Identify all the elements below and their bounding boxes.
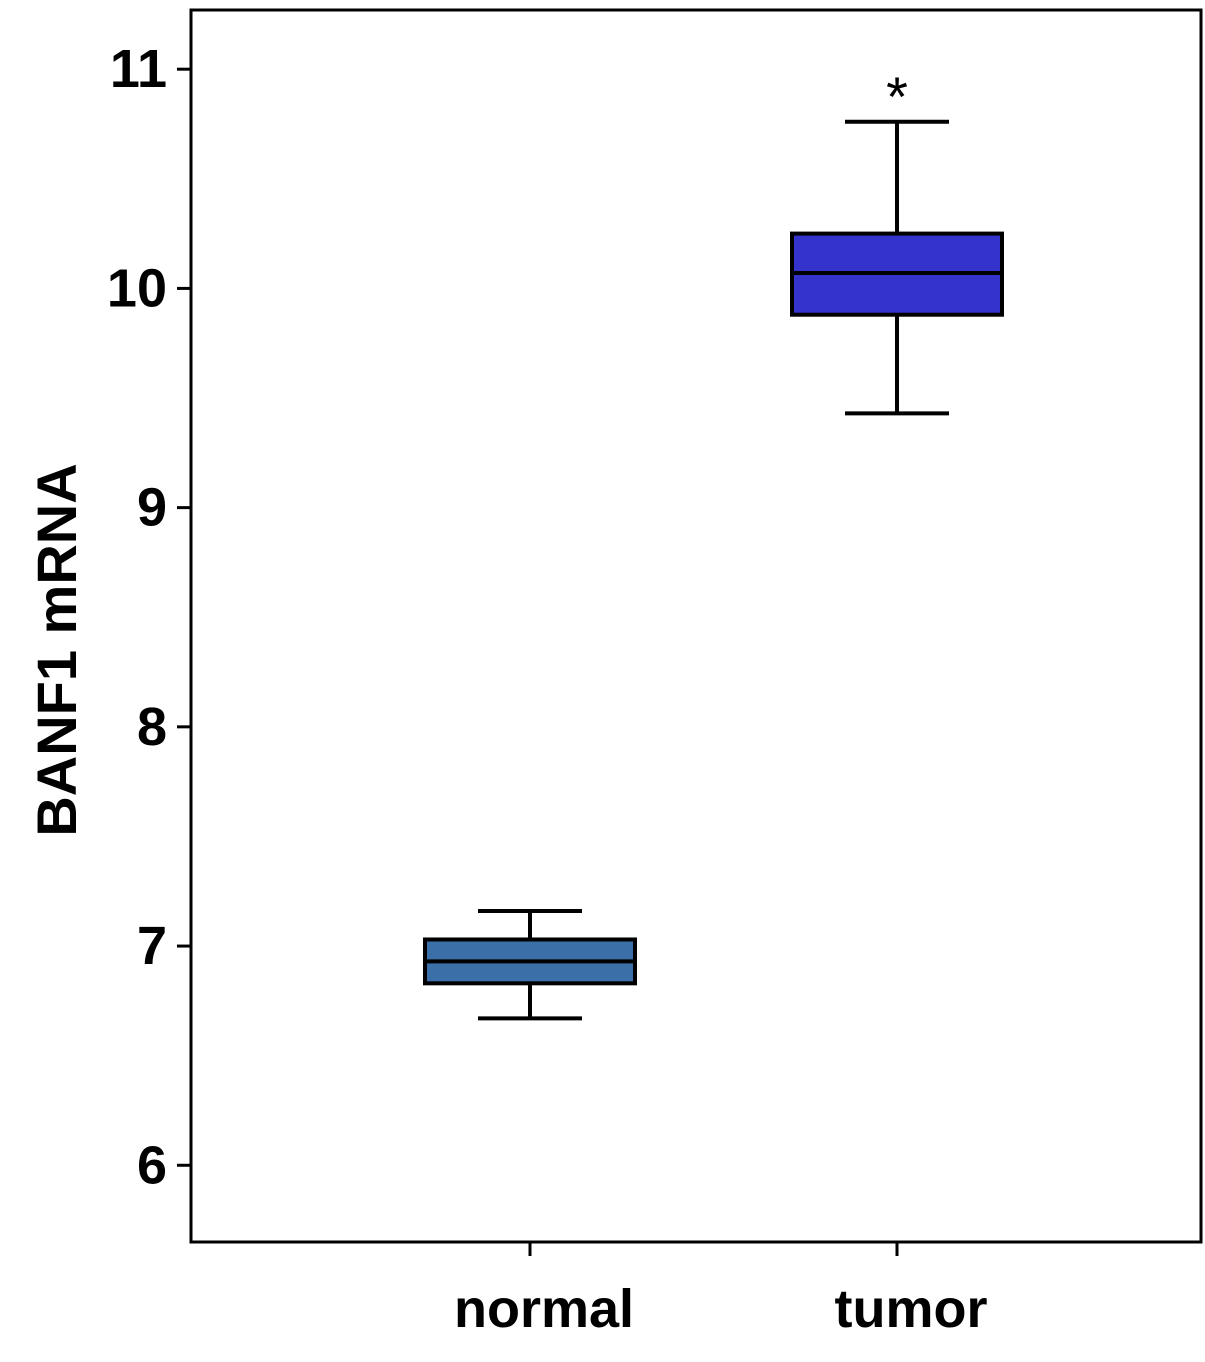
y-axis: 6 7 8 9 10 11 — [107, 39, 191, 1195]
x-tick-label-tumor: tumor — [835, 1279, 988, 1339]
y-tick-label-10: 10 — [107, 258, 167, 318]
box-tumor: * — [790, 65, 1004, 416]
y-tick-label-8: 8 — [137, 697, 167, 757]
y-tick-label-9: 9 — [137, 478, 167, 538]
x-axis: normal tumor — [454, 1242, 988, 1339]
significance-marker-tumor: * — [886, 65, 908, 128]
y-axis-title: BANF1 mRNA — [25, 463, 88, 836]
plot-frame — [189, 8, 1203, 1244]
x-tick-label-normal: normal — [454, 1279, 634, 1339]
box-normal — [423, 908, 637, 1021]
y-tick-label-6: 6 — [137, 1135, 167, 1195]
y-tick-label-11: 11 — [110, 39, 167, 99]
boxes: * — [423, 65, 1004, 1021]
y-tick-label-7: 7 — [137, 916, 167, 976]
